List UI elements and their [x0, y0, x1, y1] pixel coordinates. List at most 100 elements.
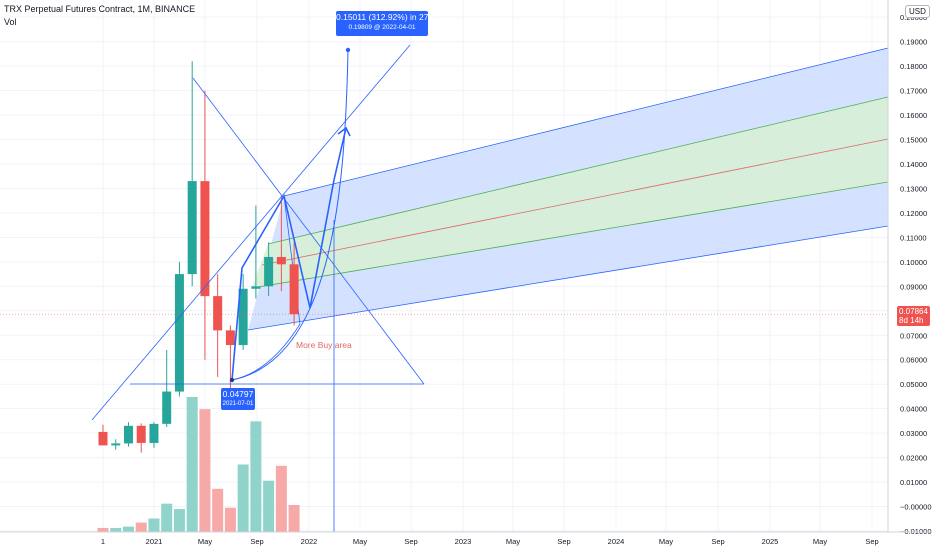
drawing-layer-back[interactable]: [231, 47, 889, 381]
x-tick-label: May: [813, 537, 827, 546]
y-tick-label: 0.04000: [900, 405, 927, 414]
volume-bar: [148, 518, 160, 532]
candle-body: [200, 181, 210, 297]
x-tick-label: May: [353, 537, 367, 546]
volume-bar: [173, 509, 185, 532]
candle-body: [136, 425, 146, 443]
y-tick-label: 0.09000: [900, 282, 927, 291]
volume-bar: [237, 464, 249, 532]
x-tick-label: Sep: [711, 537, 724, 546]
y-tick-label: 0.14000: [900, 160, 927, 169]
x-tick-label: Sep: [404, 537, 417, 546]
y-tick-label: 0.12000: [900, 209, 927, 218]
y-tick-label: 0.11000: [900, 233, 927, 242]
volume-bar: [135, 522, 147, 532]
measure-line: [231, 49, 349, 381]
y-tick-label: 0.19000: [900, 38, 927, 47]
candle-body: [213, 296, 223, 331]
volume-bar: [288, 505, 300, 532]
x-tick-label: Sep: [557, 537, 570, 546]
low-price-value: 0.04797: [222, 389, 254, 399]
y-tick-label: 0.07000: [900, 331, 927, 340]
price-axis[interactable]: 0.210000.200000.190000.180000.170000.160…: [887, 0, 932, 536]
trend-line-falling: [192, 77, 425, 385]
volume-bar: [263, 480, 275, 532]
y-tick-label: 0.10000: [900, 258, 927, 267]
volume-bars: [97, 397, 300, 532]
x-tick-label: May: [506, 537, 520, 546]
chart-title: TRX Perpetual Futures Contract, 1M, BINA…: [4, 4, 196, 14]
buy-area-label: More Buy area: [296, 340, 352, 350]
last-price-tag: 0.07864 8d 14h: [897, 306, 930, 326]
projection-path: [231, 127, 347, 381]
candle-body: [149, 423, 159, 443]
currency-button[interactable]: USD: [905, 5, 930, 18]
channel-inner-upper-line: [267, 96, 889, 245]
y-tick-label: 0.06000: [900, 356, 927, 365]
volume-bar: [161, 503, 173, 532]
candle-body: [276, 256, 286, 265]
volume-bar: [97, 527, 109, 532]
y-tick-label: 0.03000: [900, 429, 927, 438]
channel-inner-lower-line: [251, 181, 889, 289]
x-tick-label: May: [198, 537, 212, 546]
low-price-label[interactable]: 0.04797 2021-07-01: [221, 388, 255, 410]
volume-bar: [199, 409, 211, 532]
candle-body: [98, 431, 108, 446]
measure-change: 0.15011 (312.92%) in 274d: [336, 12, 438, 22]
candle-body: [251, 286, 261, 289]
candlesticks: [98, 61, 299, 453]
volume-bar: [186, 397, 198, 532]
volume-legend: Vol: [4, 17, 17, 27]
volume-bar: [110, 527, 122, 532]
trend-line-rising: [91, 44, 411, 421]
last-price-value: 0.07864: [899, 307, 928, 316]
candle-body: [187, 181, 197, 275]
y-tick-label: 0.02000: [900, 454, 927, 463]
drawing-layer-front[interactable]: [0, 44, 888, 532]
volume-bar: [224, 507, 236, 532]
x-tick-label: Sep: [250, 537, 263, 546]
bar-countdown: 8d 14h: [899, 316, 924, 325]
time-axis[interactable]: 1 2021 May Sep 2022 May Sep 2023 May Sep 2024 May Se…: [0, 531, 932, 546]
candle-body: [264, 256, 274, 287]
channel-upper-line: [283, 47, 889, 197]
y-tick-label: 0.16000: [900, 111, 927, 120]
low-price-date: 2021-07-01: [222, 401, 254, 407]
pitchfork-inner-zone: [252, 97, 888, 288]
y-tick-label: 0.01000: [900, 478, 927, 487]
x-tick-label: 1: [101, 537, 105, 546]
volume-bar: [275, 465, 287, 532]
volume-bar: [122, 526, 134, 532]
measure-label[interactable]: 0.15011 (312.92%) in 274d 0.19809 @ 2022…: [336, 11, 438, 36]
channel-median-line: [261, 138, 889, 266]
volume-bar: [250, 421, 262, 532]
candle-body: [238, 288, 248, 346]
channel-lower-line: [247, 225, 889, 331]
x-tick-label: 2025: [762, 537, 779, 546]
x-tick-label: 2022: [301, 537, 318, 546]
y-tick-label: −0.00000: [900, 503, 932, 512]
x-tick-label: May: [659, 537, 673, 546]
y-tick-label: 0.18000: [900, 62, 927, 71]
measure-target-dot: [345, 47, 351, 53]
low-point-dot: [229, 377, 235, 383]
y-tick-label: 0.17000: [900, 87, 927, 96]
candle-body: [174, 274, 184, 392]
candle-body: [162, 391, 172, 424]
x-tick-label: 2023: [455, 537, 472, 546]
candle-body: [225, 330, 235, 346]
measure-target: 0.19809 @ 2022-04-01: [348, 24, 416, 31]
x-tick-label: 2024: [608, 537, 625, 546]
candle-body: [123, 425, 133, 444]
candle-body: [289, 264, 299, 315]
volume-bar: [212, 488, 224, 532]
x-tick-label: Sep: [865, 537, 878, 546]
x-tick-label: 2021: [146, 537, 163, 546]
y-tick-label: 0.05000: [900, 380, 927, 389]
y-tick-label: 0.15000: [900, 136, 927, 145]
projection-arrowhead: [337, 126, 351, 137]
y-tick-label: 0.13000: [900, 184, 927, 193]
candle-body: [111, 443, 121, 446]
